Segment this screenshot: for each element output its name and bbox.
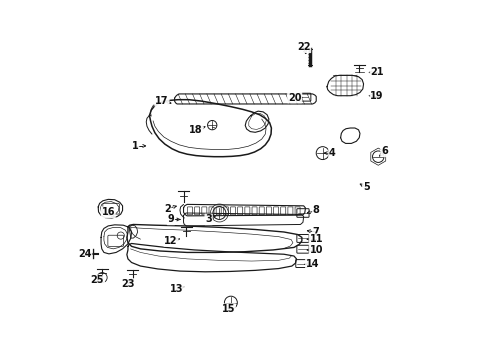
- Text: 18: 18: [189, 125, 203, 135]
- Text: 2: 2: [163, 204, 170, 214]
- Text: 15: 15: [221, 304, 235, 314]
- Text: 3: 3: [205, 215, 212, 224]
- Text: 24: 24: [78, 248, 91, 258]
- Text: 5: 5: [362, 182, 369, 192]
- Text: 19: 19: [370, 91, 383, 101]
- Text: 7: 7: [312, 227, 319, 237]
- Text: 9: 9: [167, 215, 174, 224]
- Text: 1: 1: [131, 141, 138, 151]
- Text: 12: 12: [164, 236, 177, 246]
- Text: 16: 16: [102, 207, 115, 217]
- Text: 17: 17: [155, 96, 168, 106]
- Text: 8: 8: [312, 206, 319, 216]
- Text: 6: 6: [380, 146, 387, 156]
- Text: 10: 10: [309, 245, 322, 255]
- Text: 13: 13: [169, 284, 183, 294]
- Text: 11: 11: [309, 234, 322, 244]
- Text: 21: 21: [370, 67, 383, 77]
- Text: 22: 22: [296, 42, 310, 52]
- Text: 4: 4: [328, 148, 335, 158]
- Text: 25: 25: [91, 275, 104, 285]
- Text: 14: 14: [305, 259, 319, 269]
- Text: 20: 20: [287, 93, 301, 103]
- Text: 23: 23: [121, 279, 134, 289]
